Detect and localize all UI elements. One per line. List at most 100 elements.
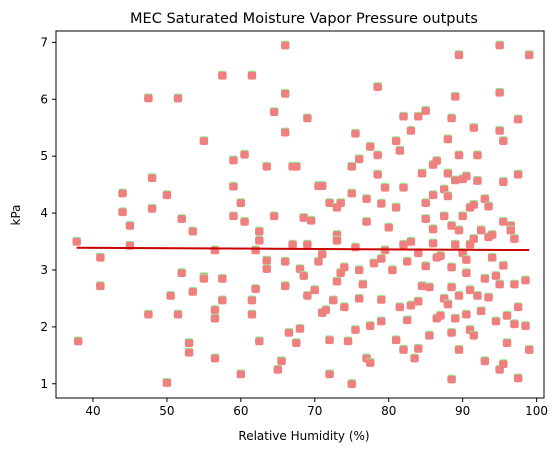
data-point: [303, 239, 312, 249]
data-point: [288, 239, 297, 249]
data-point: [240, 149, 249, 159]
x-tick-label: 40: [85, 404, 100, 418]
data-point: [377, 294, 386, 304]
data-point: [451, 239, 460, 249]
data-point: [484, 201, 493, 211]
data-point: [462, 255, 471, 264]
data-point: [255, 336, 264, 346]
data-point: [443, 134, 453, 144]
data-point: [469, 199, 478, 209]
data-point: [421, 106, 430, 115]
data-point: [255, 226, 264, 236]
data-point: [480, 356, 490, 366]
data-point: [281, 127, 290, 137]
data-point: [462, 268, 471, 278]
data-point: [525, 50, 534, 60]
data-point: [377, 198, 386, 208]
data-point: [521, 321, 530, 330]
data-point: [377, 316, 386, 326]
data-point: [451, 91, 460, 101]
data-point: [443, 168, 453, 178]
data-point: [469, 123, 478, 132]
data-point: [495, 40, 504, 50]
data-point: [513, 373, 523, 383]
data-point: [236, 198, 246, 208]
data-point: [510, 234, 519, 243]
data-point: [199, 273, 209, 283]
data-point: [147, 203, 157, 213]
data-point: [436, 310, 445, 320]
data-point: [125, 220, 135, 230]
data-point: [325, 369, 334, 379]
data-point: [299, 271, 308, 280]
data-point: [513, 114, 523, 124]
data-point: [236, 369, 246, 379]
data-point: [421, 198, 430, 208]
y-tick-label: 4: [40, 206, 48, 220]
data-point: [510, 319, 519, 329]
data-point: [247, 70, 257, 80]
data-point: [340, 262, 349, 272]
data-point: [188, 226, 197, 236]
data-point: [173, 93, 183, 103]
data-point: [395, 302, 405, 312]
data-point: [210, 245, 220, 255]
data-point: [362, 217, 371, 226]
y-tick-label: 5: [40, 149, 48, 163]
data-point: [210, 353, 220, 363]
data-point: [451, 175, 460, 185]
data-point: [292, 338, 301, 348]
data-point: [521, 275, 530, 285]
fit-line-layer: [76, 246, 530, 252]
data-point: [469, 234, 478, 243]
data-point: [373, 150, 382, 160]
data-point: [462, 309, 471, 319]
data-point: [218, 295, 227, 305]
data-point: [484, 292, 493, 302]
x-tick-label: 70: [307, 404, 322, 418]
data-point: [502, 310, 512, 320]
data-point: [218, 70, 227, 80]
data-point: [96, 281, 105, 291]
data-point: [443, 191, 453, 201]
data-point: [499, 177, 508, 186]
y-tick-label: 3: [40, 263, 48, 277]
data-point: [144, 309, 153, 319]
data-point: [395, 145, 405, 155]
data-point: [177, 268, 186, 278]
y-axis-label: kPa: [9, 205, 23, 226]
data-point: [166, 290, 175, 300]
data-point: [336, 198, 345, 208]
data-point: [369, 258, 379, 268]
data-point: [499, 359, 508, 369]
data-point: [425, 282, 434, 292]
data-point: [465, 285, 475, 295]
data-point: [447, 113, 456, 123]
data-point: [491, 316, 501, 326]
data-point: [406, 300, 416, 310]
data-point: [366, 321, 375, 330]
data-point: [358, 279, 368, 289]
data-point: [310, 285, 319, 295]
data-point: [447, 327, 456, 337]
data-point: [343, 336, 353, 346]
data-point: [229, 211, 238, 221]
data-point: [325, 335, 334, 345]
data-point: [269, 107, 279, 116]
data-point: [439, 211, 449, 221]
data-point: [199, 136, 209, 146]
data-point: [447, 374, 456, 384]
x-tick-label: 60: [233, 404, 248, 418]
data-point: [284, 327, 294, 337]
data-point: [303, 113, 312, 123]
data-point: [473, 176, 482, 185]
data-point: [162, 190, 172, 200]
data-point: [184, 347, 194, 357]
data-point: [173, 309, 183, 319]
data-point: [162, 378, 172, 387]
data-point: [351, 128, 360, 138]
data-point: [332, 276, 342, 286]
data-point: [414, 111, 423, 121]
data-point: [421, 214, 430, 223]
